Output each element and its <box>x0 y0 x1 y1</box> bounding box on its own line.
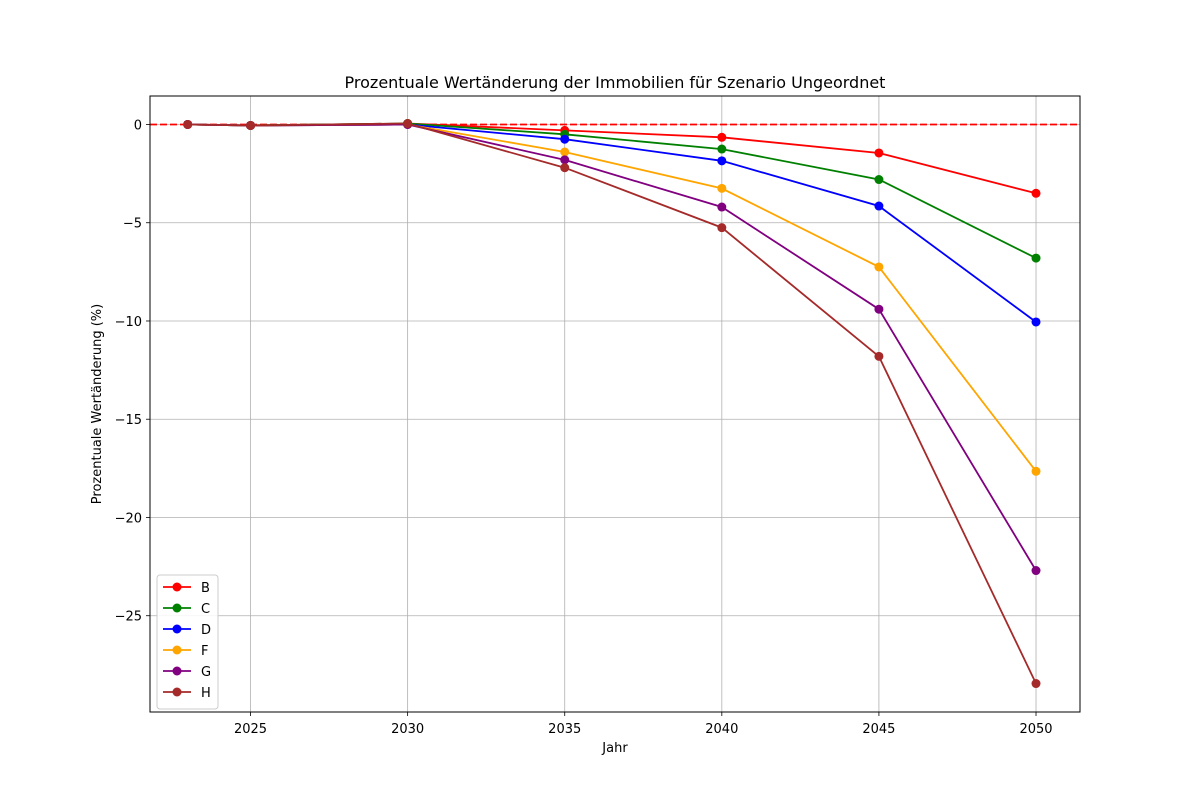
legend-item: F <box>163 644 208 659</box>
data-point <box>717 144 727 154</box>
series-c <box>183 119 1041 263</box>
data-point <box>1031 566 1041 576</box>
legend-marker <box>172 603 182 613</box>
legend-item: B <box>163 581 210 596</box>
grid <box>150 96 1080 712</box>
legend-marker <box>172 624 182 634</box>
series-line <box>187 123 1037 571</box>
y-tick-label: 0 <box>134 118 142 133</box>
legend-item: C <box>163 602 210 617</box>
legend-label: C <box>201 602 210 617</box>
y-tick-label: −5 <box>123 217 142 232</box>
x-tick-label: 2050 <box>1019 722 1052 737</box>
data-point <box>1031 317 1041 327</box>
legend-item: H <box>163 686 211 701</box>
series-line <box>187 122 1037 684</box>
series-d <box>183 119 1041 327</box>
y-tick-label: −15 <box>115 413 142 428</box>
legend-label: G <box>201 665 211 680</box>
legend-marker <box>172 582 182 592</box>
data-point <box>874 201 884 211</box>
series-layer <box>183 119 1041 689</box>
y-tick-label: −10 <box>115 315 142 330</box>
legend-marker <box>172 666 182 676</box>
x-tick-label: 2035 <box>548 722 581 737</box>
data-point <box>717 132 727 142</box>
data-point <box>1031 188 1041 198</box>
legend-marker <box>172 645 182 655</box>
legend-item: D <box>163 623 211 638</box>
series-line <box>187 122 1037 259</box>
data-point <box>874 148 884 158</box>
x-tick-label: 2025 <box>234 722 267 737</box>
data-point <box>560 147 570 157</box>
plot-frame <box>149 95 1081 713</box>
x-tick-label: 2045 <box>862 722 895 737</box>
legend-label: H <box>201 686 211 701</box>
x-tick-label: 2030 <box>391 722 424 737</box>
series-line <box>187 122 1037 195</box>
data-point <box>717 223 727 233</box>
y-tick-label: −20 <box>115 511 142 526</box>
x-axis-ticks: 2025 2030 2035 2040 2045 2050 <box>234 712 1053 737</box>
legend-label: F <box>201 644 208 659</box>
y-axis-label: Prozentuale Wertänderung (%) <box>90 304 105 504</box>
data-point <box>560 163 570 173</box>
data-point <box>717 202 727 212</box>
data-point <box>183 119 193 129</box>
y-axis-ticks: 0 −5 −10 −15 −20 −25 <box>115 118 150 625</box>
data-point <box>1031 466 1041 476</box>
data-point <box>403 119 413 129</box>
legend-marker <box>172 687 182 697</box>
data-point <box>560 134 570 144</box>
data-point <box>874 304 884 314</box>
series-h <box>183 119 1041 689</box>
data-point <box>717 156 727 166</box>
series-g <box>183 119 1041 576</box>
legend-item: G <box>163 665 211 680</box>
data-point <box>1031 253 1041 263</box>
x-axis-label: Jahr <box>601 741 628 756</box>
data-point <box>874 262 884 272</box>
data-point <box>717 183 727 193</box>
x-tick-label: 2040 <box>705 722 738 737</box>
data-point <box>874 175 884 185</box>
legend-label: B <box>201 581 210 596</box>
legend-label: D <box>201 623 211 638</box>
data-point <box>246 120 256 130</box>
data-point <box>874 351 884 361</box>
y-tick-label: −25 <box>115 610 142 625</box>
data-point <box>1031 679 1041 689</box>
data-point <box>560 155 570 165</box>
series-line <box>187 123 1037 323</box>
chart-title: Prozentuale Wertänderung der Immobilien … <box>345 73 886 92</box>
